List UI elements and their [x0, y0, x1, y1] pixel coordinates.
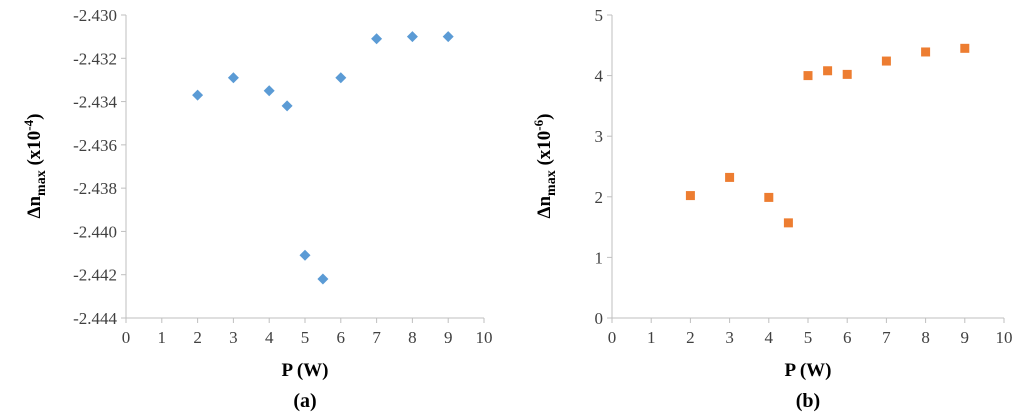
x-tick-label: 6: [843, 328, 852, 347]
data-point: [842, 69, 852, 79]
data-point: [371, 33, 383, 45]
data-point: [263, 85, 275, 97]
y-tick-label: -2.438: [73, 179, 117, 198]
data-point: [725, 172, 735, 182]
y-axis-title-main: Δn: [24, 196, 45, 219]
x-tick-label: 7: [372, 328, 381, 347]
x-tick-label: 1: [158, 328, 167, 347]
x-axis-title: P (W): [785, 360, 832, 381]
panel-b: 0 1 2 3 4 5 6 7 8 9 10 0 1 2 3 4 5 P (W) Δnmax (x10-6) (b): [531, 6, 1013, 412]
y-tick-label: -2.432: [73, 49, 117, 68]
y-tick-label: 1: [595, 248, 604, 267]
y-axis-title-unit-prefix: (x10: [534, 131, 555, 171]
data-point: [803, 71, 813, 81]
y-axis-title-unit-suffix: ): [24, 114, 45, 120]
y-tick-label: -2.436: [73, 136, 117, 155]
y-axis-title-unit-prefix: (x10: [24, 131, 45, 171]
data-point: [335, 72, 347, 84]
x-tick-label: 0: [608, 328, 617, 347]
y-tick-label: 3: [595, 127, 604, 146]
y-tick-label: 5: [595, 6, 604, 25]
y-axis-title-main: Δn: [534, 196, 555, 219]
x-tick-label: 10: [476, 328, 493, 347]
data-point: [823, 66, 833, 76]
y-axis-title-exponent: -6: [531, 119, 546, 130]
x-tick-label: 8: [408, 328, 417, 347]
y-tick-label: -2.434: [73, 93, 117, 112]
data-point: [317, 273, 329, 285]
x-tick-label: 2: [686, 328, 695, 347]
x-tick-label: 3: [229, 328, 238, 347]
x-tick-label: 9: [961, 328, 970, 347]
x-tick-label: 6: [337, 328, 346, 347]
y-tick-label: -2.444: [73, 309, 117, 328]
x-axis-title: P (W): [282, 360, 329, 381]
data-point: [960, 43, 970, 53]
y-axis-title-exponent: -4: [21, 119, 36, 130]
data-point: [406, 31, 418, 43]
y-tick-label: 2: [595, 188, 604, 207]
x-tick-label: 0: [122, 328, 131, 347]
x-tick-label: 3: [725, 328, 734, 347]
data-point: [192, 89, 204, 101]
panel-label: (a): [293, 390, 316, 412]
panel-label: (b): [796, 390, 820, 412]
x-tick-label: 10: [996, 328, 1013, 347]
x-tick-label: 8: [921, 328, 930, 347]
data-point: [685, 191, 695, 201]
data-point: [299, 249, 311, 261]
data-point: [921, 47, 931, 57]
x-tick-label: 4: [265, 328, 274, 347]
data-point: [881, 56, 891, 66]
data-point: [442, 31, 454, 43]
y-tick-label: -2.430: [73, 6, 117, 25]
data-point: [783, 218, 793, 228]
y-tick-label: -2.440: [73, 222, 117, 241]
x-tick-label: 2: [193, 328, 202, 347]
y-axis-title-sub: max: [34, 170, 49, 196]
x-tick-label: 9: [444, 328, 453, 347]
y-tick-label: 4: [595, 67, 604, 86]
x-tick-label: 5: [301, 328, 310, 347]
y-tick-label: 0: [595, 309, 604, 328]
y-tick-label: -2.442: [73, 266, 117, 285]
data-point: [281, 100, 293, 112]
panel-a: 0 1 2 3 4 5 6 7 8 9 10 -2.430 -2.432 -2.434 -2.436 -2.4…: [21, 6, 493, 412]
y-axis-title: Δnmax (x10-6): [531, 114, 559, 219]
y-axis-title-sub: max: [544, 170, 559, 196]
x-tick-label: 7: [882, 328, 891, 347]
x-tick-label: 1: [647, 328, 656, 347]
y-axis-title-unit-suffix: ): [534, 114, 555, 120]
x-tick-label: 4: [765, 328, 774, 347]
x-tick-label: 5: [804, 328, 813, 347]
data-point: [227, 72, 239, 84]
data-point: [764, 192, 774, 202]
y-axis-title: Δnmax (x10-4): [21, 114, 49, 219]
